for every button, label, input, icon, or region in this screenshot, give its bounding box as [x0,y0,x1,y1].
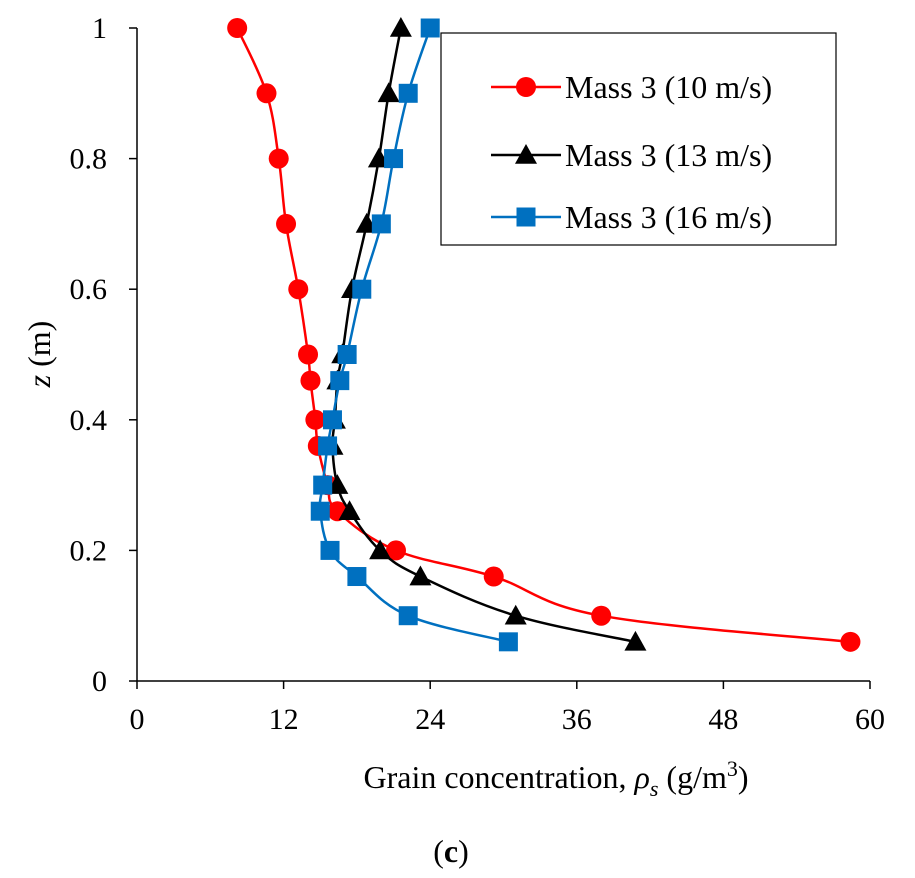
panel-label: (c) [433,833,469,869]
legend-item: Mass 3 (16 m/s) [491,199,772,235]
x-tick-label: 12 [269,703,299,736]
legend-box [440,32,837,246]
data-point [300,370,321,391]
y-tick-label: 0 [92,665,107,698]
data-point [298,344,319,365]
data-point [398,606,418,626]
data-point [322,410,342,430]
data-point [389,17,412,37]
data-point [352,279,372,299]
data-point [385,540,406,561]
y-axis-ticks: 0 0.2 0.4 0.6 0.8 1 [70,12,137,698]
data-point [337,345,357,364]
data-point [384,149,404,169]
legend-label: Mass 3 (16 m/s) [565,199,772,235]
y-tick-label: 0.8 [70,143,108,176]
x-axis-title: Grain concentration, ρs (g/m3) [363,756,748,801]
x-tick-label: 48 [708,703,738,736]
data-point [288,279,309,300]
data-point [409,565,432,586]
legend-label: Mass 3 (13 m/s) [565,137,772,173]
series-line [236,27,851,644]
data-point [420,18,440,38]
data-point [268,148,289,169]
data-point [305,409,326,430]
data-point [369,539,392,560]
legend-marker [516,77,536,97]
data-point [624,630,647,651]
y-tick-label: 0.6 [70,273,108,306]
legend: Mass 3 (10 m/s) Mass 3 (13 m/s) Mass 3 (16… [440,32,837,246]
data-point [256,83,277,104]
legend-marker [516,207,536,227]
legend-item: Mass 3 (13 m/s) [491,137,772,173]
data-point [310,501,330,521]
x-tick-label: 36 [562,703,592,736]
legend-label: Mass 3 (10 m/s) [565,69,772,105]
data-point [347,567,367,587]
data-point [591,605,612,626]
x-tick-label: 60 [855,703,885,736]
x-axis-ticks: 0 12 24 36 48 60 [130,681,885,736]
data-point [227,18,248,38]
data-point [338,500,361,521]
y-tick-label: 1 [92,12,107,45]
data-point [483,566,504,587]
y-axis-title: z (m) [21,321,57,389]
data-point [504,604,527,625]
data-point [318,436,338,456]
legend-item: Mass 3 (10 m/s) [491,69,772,105]
y-tick-label: 0.2 [70,534,108,567]
data-point [320,540,340,560]
data-point [313,475,333,495]
data-point [377,82,400,103]
data-point [498,632,518,652]
data-point [840,631,861,652]
series-layer [227,17,861,652]
data-point [398,83,418,103]
data-point [276,213,297,234]
data-point [371,214,391,234]
legend-marker [515,144,537,164]
y-tick-label: 0.4 [70,404,108,437]
series-3 [310,18,518,652]
data-point [330,371,350,391]
x-tick-label: 0 [130,703,145,736]
plot-area: 0 12 24 36 48 60 0 0.2 0.4 0.6 0.8 1 [70,12,886,736]
x-tick-label: 24 [415,703,445,736]
